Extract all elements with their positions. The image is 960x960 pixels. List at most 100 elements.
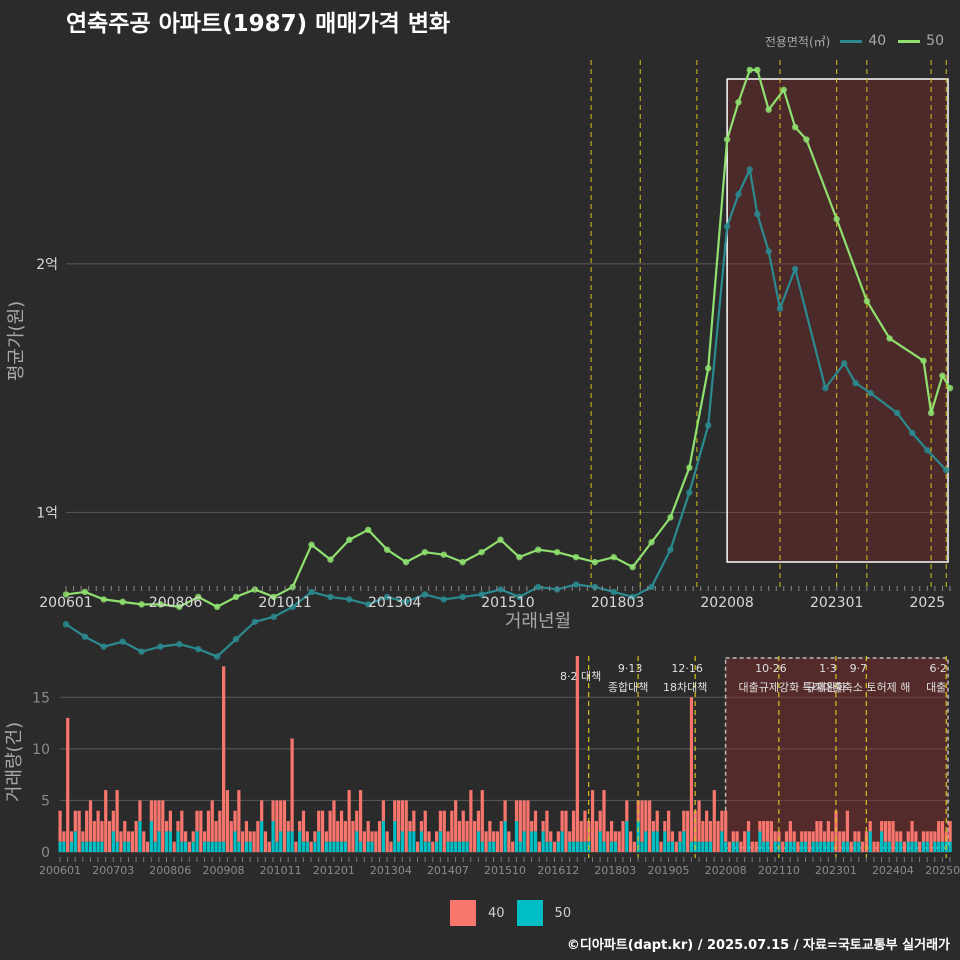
bar-50-24217 (609, 841, 614, 852)
series-line-50 (65, 68, 951, 608)
bar-40-24155 (374, 831, 378, 852)
series-50-point-18 (402, 558, 410, 566)
bar-x-tick-label-6: 201304 (370, 864, 412, 877)
series-40-point-40 (776, 305, 784, 312)
bar-50-24250 (735, 841, 739, 852)
bar-50-24221 (625, 821, 629, 852)
bar-50-24279 (845, 841, 850, 852)
bar-50-24196 (530, 831, 534, 852)
bar-50-24087 (115, 841, 119, 852)
bar-40-24161 (396, 800, 401, 842)
series-40-point-20 (440, 596, 447, 603)
series-40-point-1 (81, 633, 89, 640)
bar-40-24223 (632, 841, 637, 852)
bar-40-24131 (282, 800, 287, 852)
legend-label-50: 50 (926, 33, 944, 49)
series-line-40 (65, 168, 948, 658)
bar-50-24209 (579, 841, 583, 852)
bar-40-24233 (670, 831, 675, 842)
bar-40-24102 (172, 841, 176, 852)
bar-40-24148 (347, 790, 351, 852)
series-40-point-18 (402, 598, 410, 606)
bar-50-24182 (476, 831, 481, 852)
bar-50-24137 (305, 841, 309, 852)
bar-50-24135 (298, 831, 302, 852)
bar-50-24110 (203, 841, 207, 852)
bar-50-24168 (423, 841, 427, 852)
bar-50-24242 (705, 841, 709, 852)
bar-50-24075 (69, 841, 74, 852)
series-40-point-2 (100, 643, 107, 650)
bar-40-24179 (465, 821, 469, 842)
bar-40-24272 (819, 821, 823, 842)
bar-50-24160 (393, 821, 397, 852)
bar-40-24232 (667, 810, 671, 842)
bar-40-24089 (123, 821, 127, 842)
bar-40-24288 (880, 821, 884, 832)
bar-40-24119 (237, 790, 241, 842)
bar-40-24217 (609, 821, 614, 842)
bar-50-24200 (545, 841, 549, 852)
bar-40-24195 (526, 800, 530, 852)
bar-40-24154 (370, 831, 374, 842)
bar-legend-swatch-40 (450, 900, 476, 926)
bar-40-24255 (754, 841, 758, 852)
bar-40-24200 (545, 810, 549, 842)
bar-50-24097 (153, 841, 157, 852)
bar-40-24101 (168, 810, 173, 832)
bar-40-24177 (457, 821, 462, 842)
bar-40-24247 (724, 810, 728, 842)
annotation-label-0: 8·2 대책 (560, 670, 601, 683)
series-40-point-42 (822, 384, 829, 392)
bar-40-24263 (784, 831, 789, 842)
bar-40-24192 (514, 800, 519, 822)
bar-50-24145 (336, 841, 340, 852)
bar-50-24098 (157, 831, 161, 852)
bar-40-24203 (556, 831, 560, 842)
bar-x-tick-label-2: 200806 (149, 864, 191, 877)
series-40-point-25 (535, 583, 542, 591)
bar-40-24257 (762, 821, 766, 842)
series-50-point-26 (553, 548, 561, 556)
bar-40-24181 (473, 821, 477, 852)
bar-50-24253 (746, 831, 751, 852)
bar-40-24072 (58, 810, 62, 842)
bar-40-24278 (841, 831, 846, 842)
bar-40-24090 (126, 831, 131, 842)
bar-40-24210 (583, 810, 587, 842)
bar-50-24281 (853, 841, 857, 852)
bar-40-24299 (921, 831, 926, 842)
bar-50-24162 (400, 831, 405, 852)
bar-40-24220 (621, 821, 625, 852)
series-50-point-15 (346, 536, 353, 543)
bar-50-24121 (244, 841, 249, 852)
bar-50-24270 (811, 841, 815, 852)
legend-swatch-50 (898, 39, 921, 43)
annotation-label-2: 12·16 (671, 662, 703, 675)
bar-50-24150 (355, 831, 359, 852)
x-tick-label-1: 200806 (149, 595, 203, 611)
series-40-point-31 (648, 583, 655, 591)
bar-50-24167 (419, 831, 424, 852)
series-50-point-40 (780, 86, 787, 94)
bar-legend-label-40: 40 (488, 905, 505, 921)
bar-40-24206 (568, 831, 572, 842)
bar-50-24278 (841, 841, 846, 852)
bar-50-24177 (457, 841, 462, 852)
bar-40-24077 (77, 810, 81, 852)
bar-40-24173 (442, 810, 446, 852)
series-40-point-39 (765, 248, 772, 255)
bar-50-24178 (461, 841, 465, 852)
x-axis-label: 거래년월 (505, 611, 571, 632)
series-40-point-45 (867, 389, 874, 397)
bar-50-24125 (260, 821, 264, 852)
bar-50-24306 (948, 841, 952, 852)
series-50-point-45 (886, 335, 893, 342)
bar-50-24229 (655, 831, 659, 852)
series-40-point-19 (421, 591, 429, 598)
bar-40-24083 (100, 821, 104, 842)
series-40-point-9 (232, 635, 240, 643)
bar-50-24119 (237, 841, 241, 852)
series-40-point-14 (327, 593, 334, 601)
